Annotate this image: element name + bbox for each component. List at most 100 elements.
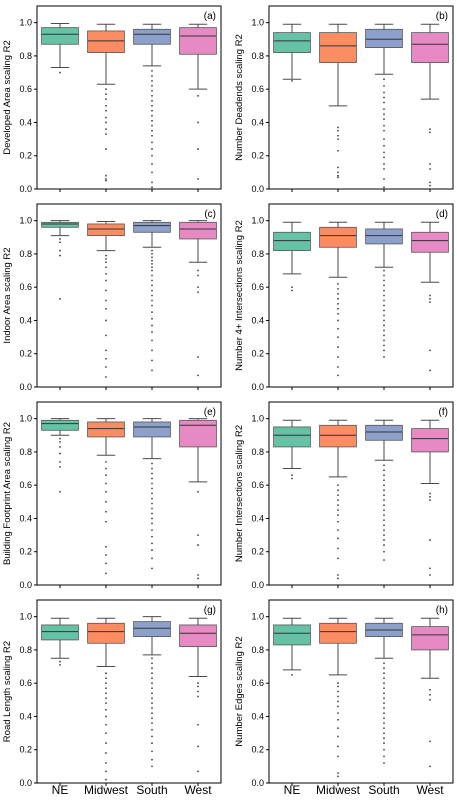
- box-west: [179, 419, 217, 448]
- outlier-point: [197, 574, 199, 576]
- outlier-point: [337, 366, 339, 368]
- outlier-point: [337, 297, 339, 300]
- outlier-point: [383, 524, 385, 527]
- outlier-point: [383, 91, 385, 94]
- x-category-label: NE: [52, 783, 69, 797]
- outlier-point: [383, 672, 385, 675]
- outlier-point: [383, 129, 385, 132]
- y-tick-label: 0.4: [19, 711, 32, 721]
- outlier-point: [151, 687, 153, 690]
- outlier-point: [383, 682, 385, 685]
- outlier-point: [383, 309, 385, 312]
- outlier-point: [337, 718, 339, 721]
- outlier-point: [105, 104, 107, 107]
- outlier-point: [337, 336, 339, 338]
- outlier-point: [151, 311, 153, 314]
- box-south: [133, 221, 171, 233]
- y-tick-label: 0.6: [251, 480, 264, 490]
- y-tick-label: 0.6: [19, 282, 32, 292]
- outlier-point: [337, 690, 339, 693]
- outlier-point: [151, 735, 153, 738]
- outlier-point: [429, 698, 431, 701]
- panel-d: 0.0 0.2 0.4 0.6 0.8 1.0 Number 4+ Intersection…: [234, 203, 454, 392]
- outlier-point: [105, 467, 107, 470]
- outlier-point: [383, 712, 385, 715]
- outlier-point: [383, 489, 385, 492]
- outlier-point: [337, 374, 339, 377]
- outlier-point: [291, 673, 293, 676]
- outlier-point: [151, 294, 153, 297]
- outlier-point: [105, 121, 107, 124]
- outlier-point: [105, 510, 107, 513]
- box-ne: [273, 624, 311, 646]
- outlier-point: [337, 695, 339, 698]
- outlier-point: [383, 494, 385, 497]
- outlier-point: [105, 179, 107, 182]
- panel-letter: (g): [204, 605, 216, 616]
- box-midwest: [319, 226, 357, 248]
- box-ne: [273, 426, 311, 448]
- outlier-point: [151, 512, 153, 515]
- outlier-point: [383, 762, 385, 764]
- outlier-point: [105, 98, 107, 101]
- outlier-point: [105, 490, 107, 493]
- outlier-point: [59, 490, 61, 493]
- outlier-point: [151, 667, 153, 670]
- outlier-point: [337, 509, 339, 512]
- panel-b: 0.0 0.2 0.4 0.6 0.8 1.0 Number Deadends scalin…: [234, 5, 454, 194]
- outlier-point: [151, 712, 153, 715]
- outlier-point: [383, 108, 385, 111]
- outlier-point: [151, 349, 153, 352]
- outlier-point: [151, 662, 153, 665]
- outlier-point: [337, 494, 339, 497]
- outlier-point: [151, 331, 153, 333]
- outlier-point: [151, 119, 153, 122]
- outlier-point: [383, 339, 385, 342]
- y-tick-label: 0.2: [251, 745, 264, 755]
- outlier-point: [429, 349, 431, 352]
- outlier-point: [337, 700, 339, 703]
- outlier-point: [429, 181, 431, 184]
- outlier-point: [383, 329, 385, 332]
- outlier-point: [197, 577, 199, 580]
- y-tick-label: 0.0: [19, 580, 32, 590]
- outlier-point: [59, 254, 61, 257]
- outlier-point: [337, 520, 339, 523]
- outlier-point: [429, 294, 431, 297]
- outlier-point: [151, 717, 153, 720]
- y-tick-label: 1.0: [251, 612, 264, 622]
- outlier-point: [151, 502, 153, 505]
- outlier-point: [151, 284, 153, 287]
- outlier-point: [383, 707, 385, 710]
- outlier-point: [151, 304, 153, 307]
- outlier-point: [105, 770, 107, 773]
- box-west: [179, 27, 217, 55]
- outlier-point: [105, 752, 107, 754]
- outlier-point: [383, 289, 385, 292]
- outlier-point: [383, 742, 385, 744]
- outlier-point: [383, 186, 385, 189]
- outlier-point: [105, 261, 107, 264]
- outlier-point: [151, 181, 153, 184]
- outlier-point: [105, 677, 107, 680]
- y-tick-label: 0.0: [251, 184, 264, 194]
- outlier-point: [151, 259, 153, 262]
- outlier-point: [429, 492, 431, 495]
- outlier-point: [337, 287, 339, 290]
- outlier-point: [337, 356, 339, 358]
- outlier-point: [105, 88, 107, 91]
- outlier-point: [197, 770, 199, 773]
- outlier-point: [197, 682, 199, 685]
- outlier-point: [151, 542, 153, 545]
- x-category-label: West: [416, 783, 444, 797]
- outlier-point: [59, 297, 61, 300]
- x-category-label: Midwest: [316, 783, 361, 797]
- outlier-point: [151, 657, 153, 660]
- outlier-point: [383, 534, 385, 536]
- y-axis-label: Number Deadends scaling R2: [234, 34, 245, 161]
- outlier-point: [429, 128, 431, 131]
- outlier-point: [105, 778, 107, 781]
- outlier-point: [383, 144, 385, 147]
- outlier-point: [383, 727, 385, 729]
- outlier-point: [105, 500, 107, 503]
